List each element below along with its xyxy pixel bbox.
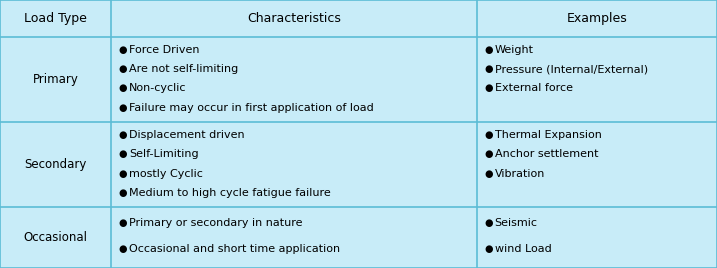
Text: ●: ● — [484, 169, 493, 179]
Text: ●: ● — [118, 188, 127, 198]
Text: Load Type: Load Type — [24, 12, 87, 25]
Text: ●: ● — [118, 83, 127, 94]
Text: Occasional: Occasional — [24, 231, 87, 244]
Text: ●: ● — [118, 244, 127, 254]
Text: ●: ● — [484, 149, 493, 159]
Text: wind Load: wind Load — [495, 244, 551, 254]
Text: Force Driven: Force Driven — [129, 44, 199, 55]
Text: Weight: Weight — [495, 44, 533, 55]
Text: ●: ● — [118, 64, 127, 74]
Text: Vibration: Vibration — [495, 169, 545, 179]
Text: Examples: Examples — [566, 12, 627, 25]
Text: ●: ● — [484, 244, 493, 254]
Text: Secondary: Secondary — [24, 158, 87, 171]
Text: ●: ● — [484, 64, 493, 74]
Text: Non-cyclic: Non-cyclic — [129, 83, 186, 94]
Text: Seismic: Seismic — [495, 218, 538, 228]
Text: Anchor settlement: Anchor settlement — [495, 149, 598, 159]
Text: Displacement driven: Displacement driven — [129, 130, 244, 140]
Text: ●: ● — [118, 169, 127, 179]
Text: ●: ● — [484, 218, 493, 228]
Text: mostly Cyclic: mostly Cyclic — [129, 169, 203, 179]
Text: Self-Limiting: Self-Limiting — [129, 149, 199, 159]
Text: ●: ● — [118, 103, 127, 113]
Text: Primary: Primary — [33, 73, 78, 86]
Text: Are not self-limiting: Are not self-limiting — [129, 64, 238, 74]
Text: ●: ● — [484, 44, 493, 55]
Text: ●: ● — [118, 218, 127, 228]
Text: ●: ● — [484, 130, 493, 140]
Text: Pressure (Internal/External): Pressure (Internal/External) — [495, 64, 648, 74]
Text: Occasional and short time application: Occasional and short time application — [129, 244, 340, 254]
Text: Thermal Expansion: Thermal Expansion — [495, 130, 602, 140]
Text: ●: ● — [118, 149, 127, 159]
Text: ●: ● — [118, 130, 127, 140]
Text: ●: ● — [118, 44, 127, 55]
Text: Failure may occur in first application of load: Failure may occur in first application o… — [129, 103, 374, 113]
Text: Characteristics: Characteristics — [247, 12, 341, 25]
Text: Medium to high cycle fatigue failure: Medium to high cycle fatigue failure — [129, 188, 331, 198]
Text: ●: ● — [484, 83, 493, 94]
Text: External force: External force — [495, 83, 573, 94]
Text: Primary or secondary in nature: Primary or secondary in nature — [129, 218, 303, 228]
